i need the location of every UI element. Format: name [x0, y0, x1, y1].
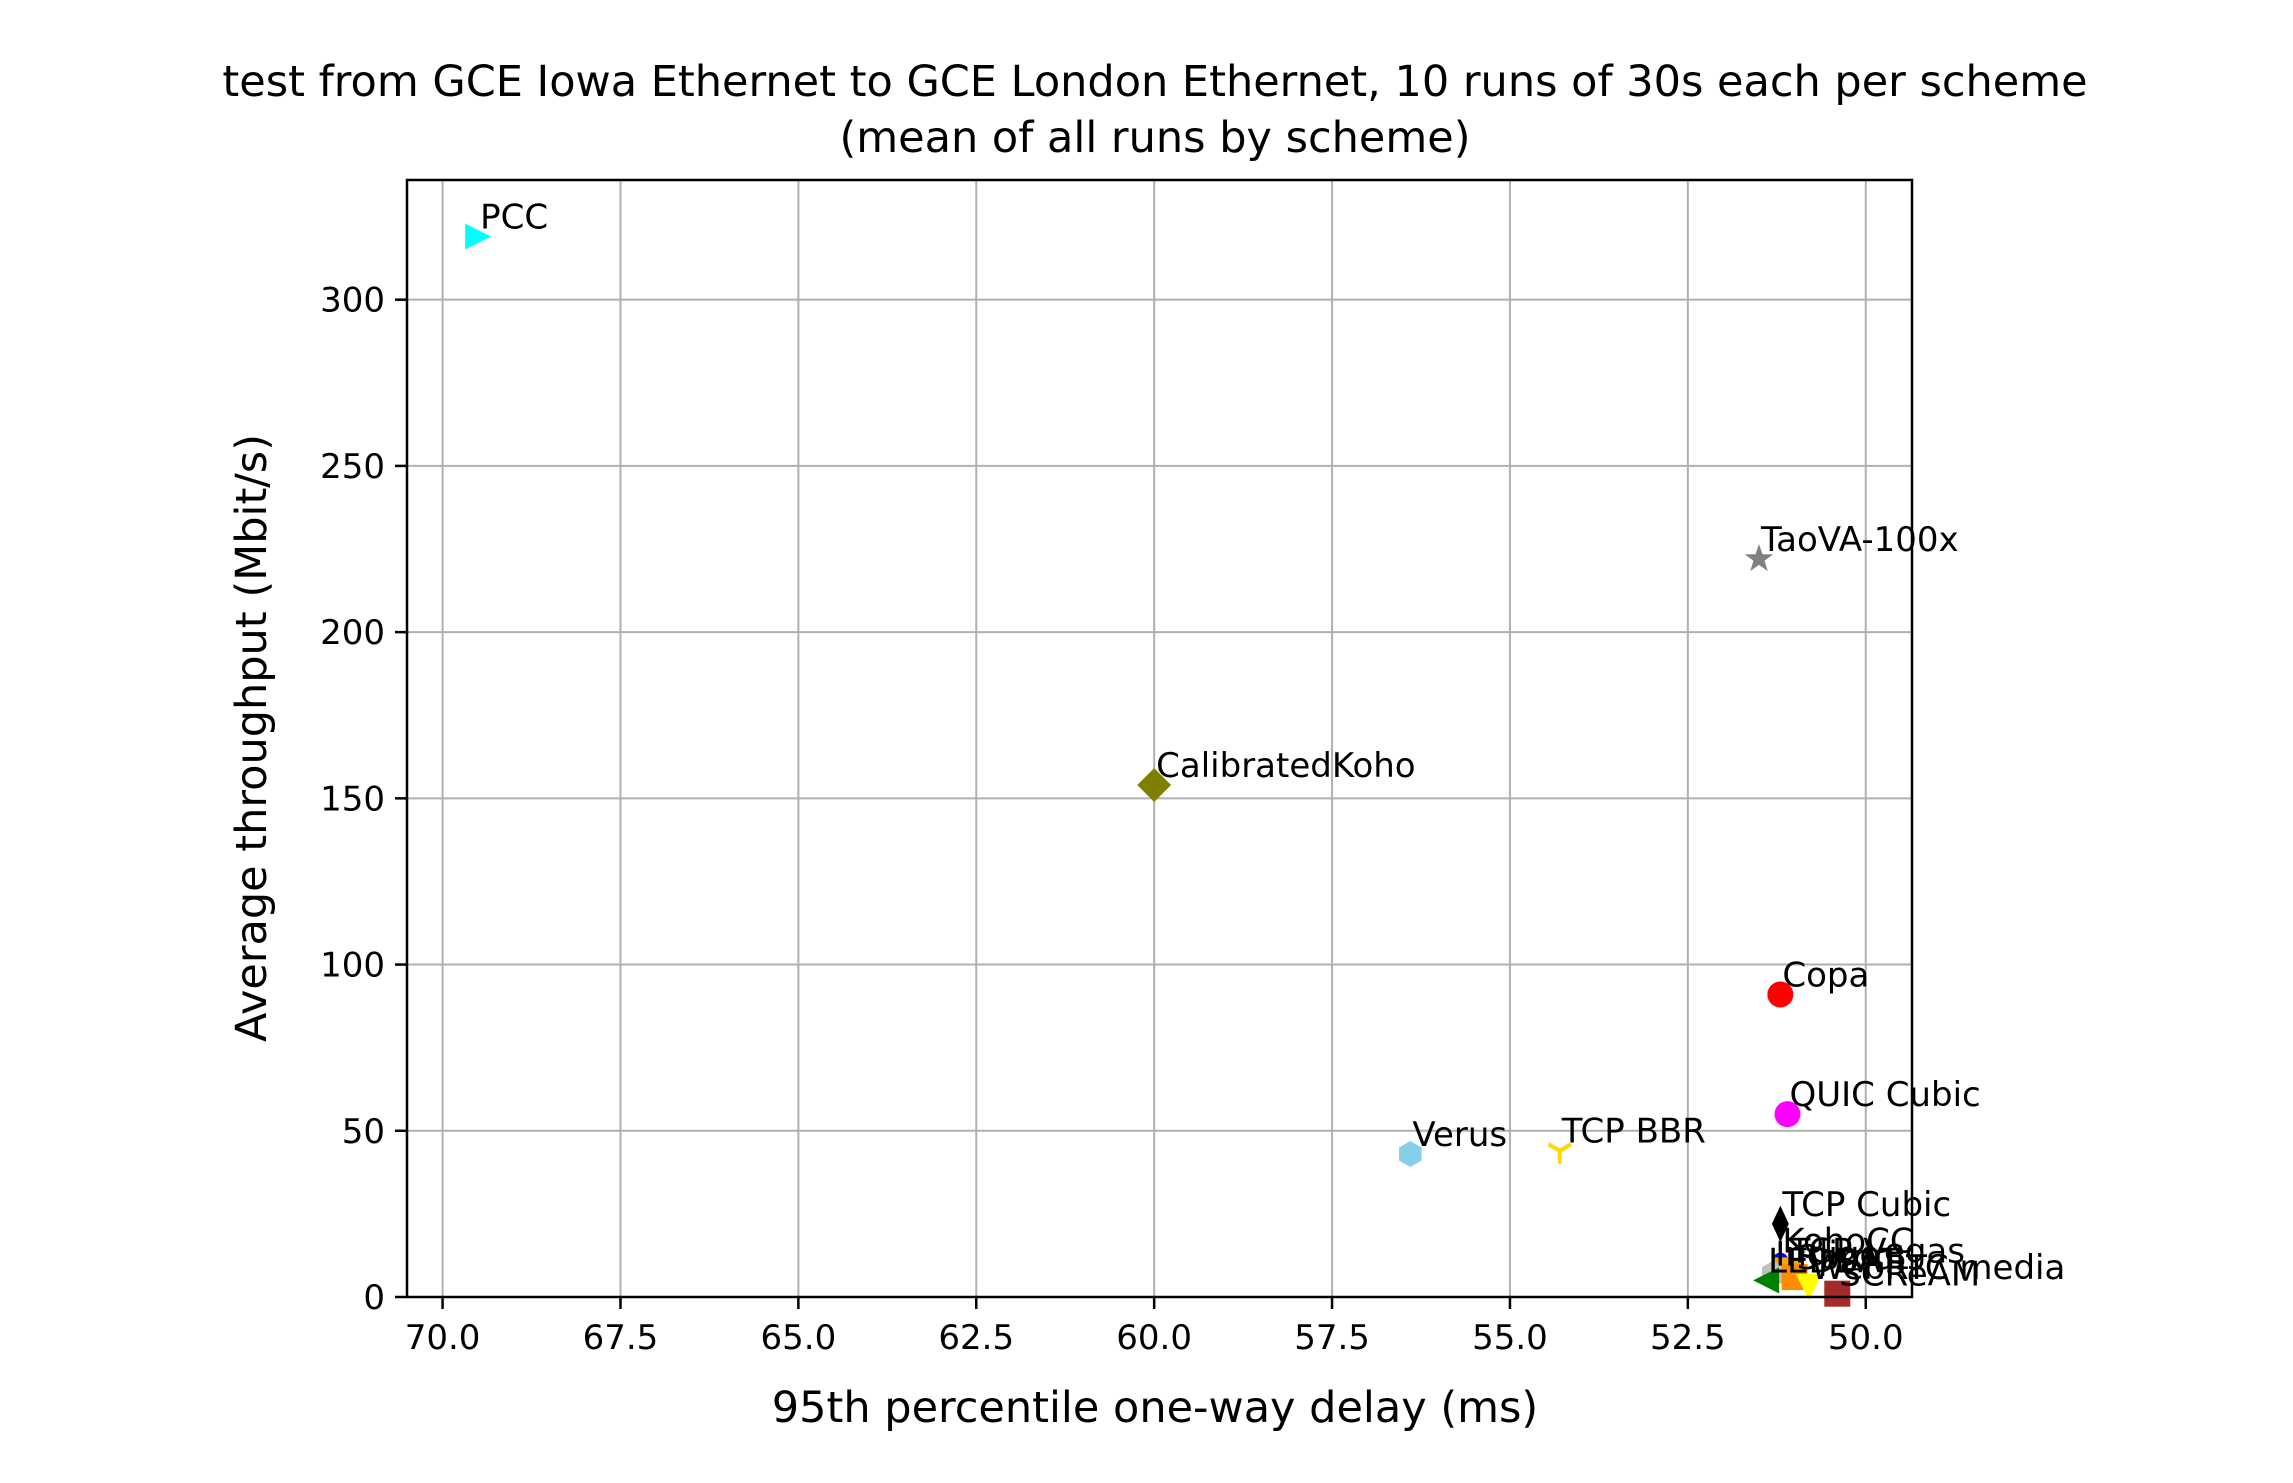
y-tick-label: 300	[320, 281, 385, 321]
label-webrtc-media: WebRTC media	[1811, 1248, 2066, 1288]
marker-quic-cubic	[1774, 1101, 1801, 1128]
x-tick-label: 65.0	[761, 1318, 837, 1358]
point-labels: PCC TaoVA-100x CalibratedKoho Copa QUIC Cubi…	[480, 198, 2065, 1295]
y-tick-label: 50	[342, 1112, 385, 1152]
x-tick-label: 67.5	[583, 1318, 659, 1358]
label-tcp-cubic: TCP Cubic	[1781, 1185, 1951, 1225]
label-copa: Copa	[1782, 955, 1869, 995]
x-tick-label: 60.0	[1116, 1318, 1192, 1358]
marker-ledbat	[1753, 1267, 1780, 1294]
label-pcc: PCC	[480, 198, 548, 238]
marker-tcp-bbr	[1547, 1142, 1573, 1164]
marker-taova-100x	[1744, 544, 1774, 572]
y-tick-label: 150	[320, 779, 385, 819]
label-quic-cubic: QUIC Cubic	[1789, 1075, 1980, 1115]
marker-copa	[1767, 981, 1794, 1008]
x-axis-label: 95th percentile one-way delay (ms)	[772, 1383, 1538, 1433]
marker-pcc	[465, 223, 492, 250]
marker-verus	[1399, 1141, 1422, 1168]
x-tick-label: 55.0	[1472, 1318, 1548, 1358]
grid	[407, 180, 1912, 1298]
marker-tcp-cubic	[1771, 1205, 1789, 1243]
label-verus: Verus	[1412, 1115, 1507, 1155]
x-tick-label: 70.0	[405, 1318, 481, 1358]
x-tick-label: 57.5	[1294, 1318, 1370, 1358]
y-tick-label: 100	[320, 946, 385, 986]
x-tick-label: 62.5	[938, 1318, 1014, 1358]
y-tick-label: 200	[320, 613, 385, 653]
marker-calibratedkoho	[1137, 768, 1172, 802]
chart-subtitle: (mean of all runs by scheme)	[840, 113, 1471, 163]
label-calibratedkoho: CalibratedKoho	[1156, 746, 1415, 786]
label-sprout: Sprout	[1797, 1238, 1909, 1278]
plot-frame	[405, 178, 1914, 1299]
label-tcp-vegas: TCP Vegas	[1788, 1231, 1965, 1271]
y-tick-label: 0	[363, 1278, 385, 1318]
x-tick-label: 52.5	[1650, 1318, 1726, 1358]
chart-title: test from GCE Iowa Ethernet to GCE Londo…	[222, 57, 2087, 107]
label-tcp-bbr: TCP BBR	[1561, 1112, 1706, 1152]
label-kohocc: KohoCC	[1782, 1221, 1913, 1261]
axis-ticks: 70.0 67.5 65.0 62.5 60.0 57.5 55.0 52.5 50.0 0 50 1…	[320, 281, 1904, 1358]
marker-webrtc-media	[1795, 1274, 1822, 1301]
y-axis-label: Average throughput (Mbit/s)	[227, 434, 277, 1042]
label-ledbat: LEDBAT	[1768, 1241, 1900, 1281]
label-taova-100x: TaoVA-100x	[1760, 520, 1959, 560]
y-tick-label: 250	[320, 447, 385, 487]
data-points	[465, 223, 1851, 1307]
label-indigo: Indigo	[1775, 1235, 1880, 1275]
marker-scream	[1824, 1280, 1851, 1307]
label-scream: SCReAM	[1839, 1255, 1980, 1295]
x-tick-label: 50.0	[1828, 1318, 1904, 1358]
